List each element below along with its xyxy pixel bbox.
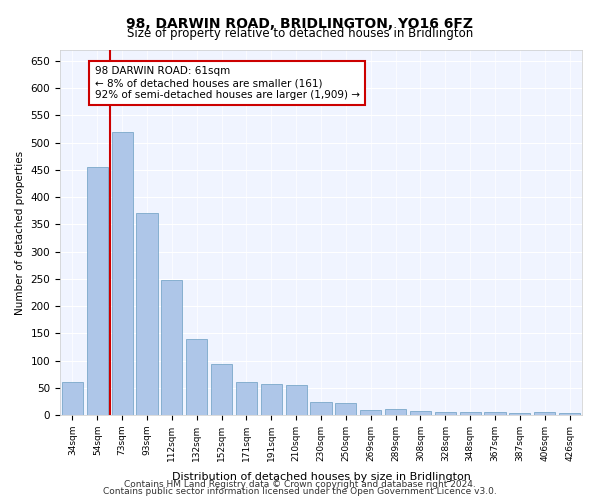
Bar [484,412,506,415]
Bar [62,382,83,415]
Bar [509,413,530,415]
Bar [236,382,257,415]
Bar [385,409,406,415]
Bar [211,364,232,415]
Bar [136,214,158,415]
Bar [310,402,332,415]
Text: Contains public sector information licensed under the Open Government Licence v3: Contains public sector information licen… [103,487,497,496]
Bar [360,410,381,415]
Bar [460,412,481,415]
Bar [335,403,356,415]
Text: 98 DARWIN ROAD: 61sqm
← 8% of detached houses are smaller (161)
92% of semi-deta: 98 DARWIN ROAD: 61sqm ← 8% of detached h… [95,66,359,100]
Bar [435,412,456,415]
Bar [261,384,282,415]
Text: Contains HM Land Registry data © Crown copyright and database right 2024.: Contains HM Land Registry data © Crown c… [124,480,476,489]
Bar [410,411,431,415]
Bar [161,280,182,415]
X-axis label: Distribution of detached houses by size in Bridlington: Distribution of detached houses by size … [172,472,470,482]
Bar [559,413,580,415]
Bar [286,385,307,415]
Text: 98, DARWIN ROAD, BRIDLINGTON, YO16 6FZ: 98, DARWIN ROAD, BRIDLINGTON, YO16 6FZ [127,18,473,32]
Bar [87,167,108,415]
Bar [186,338,207,415]
Text: Size of property relative to detached houses in Bridlington: Size of property relative to detached ho… [127,28,473,40]
Bar [112,132,133,415]
Y-axis label: Number of detached properties: Number of detached properties [15,150,25,314]
Bar [534,412,555,415]
